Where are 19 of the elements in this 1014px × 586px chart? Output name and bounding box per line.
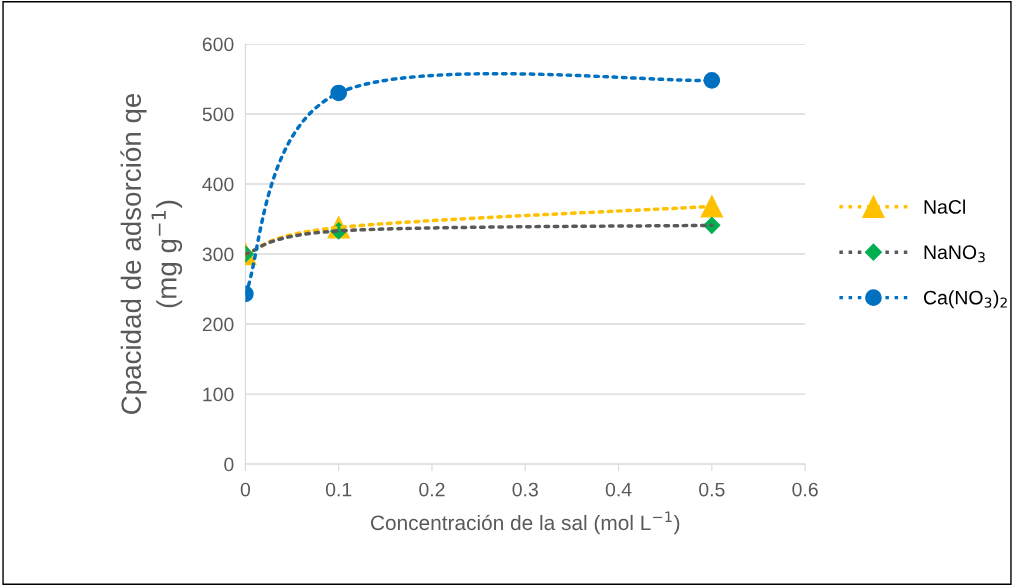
legend-label: NaNO$_{3}$ <box>924 245 985 263</box>
y-tick-label: 500 <box>202 107 234 122</box>
y-tick-label: 600 <box>202 37 234 52</box>
x-tick-label: 0.5 <box>699 482 725 497</box>
legend-label: Ca(NO$_{3}$)$_{2}$ <box>924 290 1007 309</box>
y-tick-label: 0 <box>224 457 234 472</box>
x-tick-label: 0.6 <box>792 482 818 497</box>
y-axis-title: Cpacidad de adsorción qe (mg g$^{−1}$) <box>120 93 183 414</box>
y-tick-label: 400 <box>202 177 234 192</box>
y-tick-label: 300 <box>202 247 234 262</box>
x-axis-title: Concentración de la sal (mol L$^{−1}$) <box>371 511 680 535</box>
x-tick-label: 0.3 <box>512 482 538 497</box>
x-tick-label: 0.4 <box>605 482 632 497</box>
y-tick-label: 200 <box>202 317 234 332</box>
x-tick-label: 0.1 <box>325 482 352 497</box>
legend-label: NaCl <box>924 199 965 214</box>
x-tick-label: 0 <box>240 482 251 497</box>
y-tick-label: 100 <box>203 387 234 402</box>
x-tick-label: 0.2 <box>419 482 445 497</box>
